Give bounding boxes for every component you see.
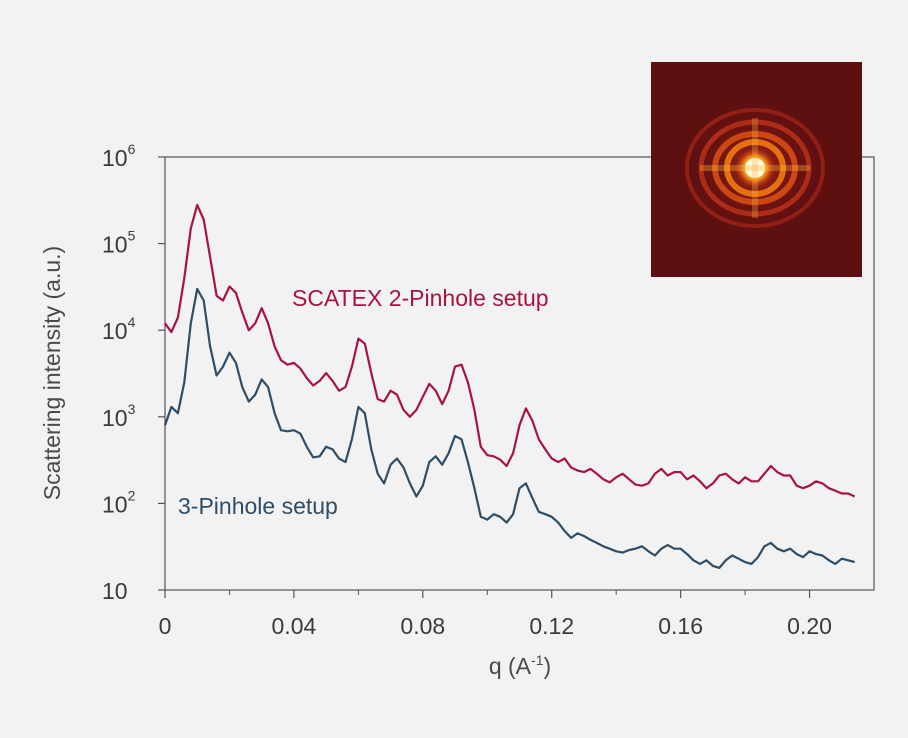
y-tick-label: 10 [102,578,128,604]
y-tick-label: 104 [102,314,136,344]
y-axis-ticks: 10 102 103 104 105 106 [102,141,165,604]
x-tick-label: 0.12 [529,613,574,639]
x-axis-title-sup: -1 [531,652,544,668]
series-line-3-pinhole [163,287,855,569]
y-tick-label: 102 [102,487,136,517]
x-axis-title: q (A-1) [489,652,551,679]
x-tick-label: 0.20 [787,613,832,639]
x-tick-label: 0.16 [658,613,703,639]
y-tick-label: 106 [102,141,136,171]
x-tick-label: 0 [159,613,172,639]
series-line-scatex-2-pinhole [164,203,856,498]
plot-area [164,156,875,591]
y-tick-label: 105 [102,228,136,258]
series-label-scatex: SCATEX 2-Pinhole setup [292,285,549,311]
x-axis-title-tail: ) [543,653,551,679]
scattering-pattern-inset [651,62,862,277]
x-tick-label: 0.04 [272,613,317,639]
series-layer [163,203,856,569]
x-axis-ticks: 0 0.04 0.08 0.12 0.16 0.20 [159,590,832,639]
x-tick-label: 0.08 [400,613,445,639]
y-axis-title: Scattering intensity (a.u.) [39,246,65,500]
y-tick-label: 103 [102,401,136,431]
series-label-3-pinhole: 3-Pinhole setup [178,493,338,519]
x-axis-title-base: q (A [489,653,532,679]
